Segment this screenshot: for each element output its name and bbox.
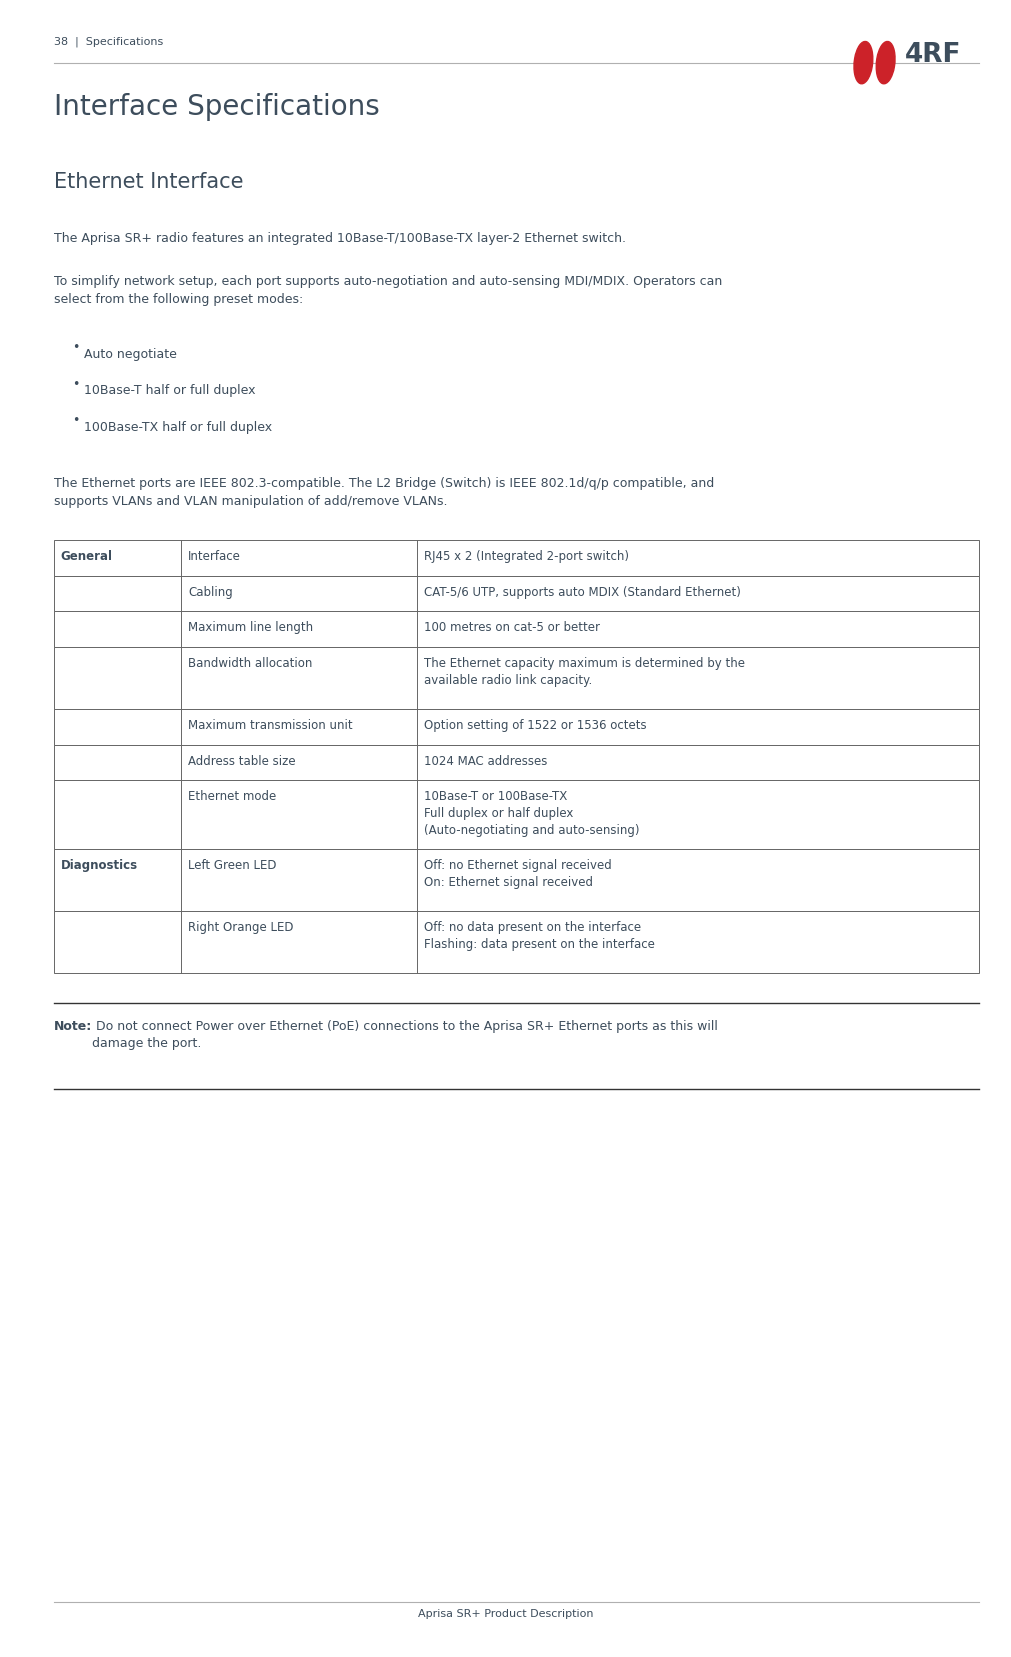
Text: Left Green LED: Left Green LED [188, 860, 277, 872]
Text: The Ethernet ports are IEEE 802.3-compatible. The L2 Bridge (Switch) is IEEE 802: The Ethernet ports are IEEE 802.3-compat… [54, 477, 714, 509]
Text: •: • [72, 341, 79, 355]
Text: 100 metres on cat-5 or better: 100 metres on cat-5 or better [425, 621, 601, 635]
Text: CAT-5/6 UTP, supports auto MDIX (Standard Ethernet): CAT-5/6 UTP, supports auto MDIX (Standar… [425, 587, 741, 598]
Text: Option setting of 1522 or 1536 octets: Option setting of 1522 or 1536 octets [425, 719, 647, 732]
FancyBboxPatch shape [54, 780, 979, 850]
Text: Off: no data present on the interface
Flashing: data present on the interface: Off: no data present on the interface Fl… [425, 921, 655, 951]
Ellipse shape [854, 41, 872, 85]
Text: •: • [72, 414, 79, 428]
Text: Interface: Interface [188, 550, 242, 563]
Text: 38  |  Specifications: 38 | Specifications [54, 36, 163, 46]
Text: Ethernet mode: Ethernet mode [188, 790, 277, 804]
Text: 1024 MAC addresses: 1024 MAC addresses [425, 756, 548, 767]
FancyBboxPatch shape [54, 911, 979, 974]
Text: Address table size: Address table size [188, 756, 296, 767]
Text: Note:: Note: [54, 1019, 92, 1032]
Text: Diagnostics: Diagnostics [61, 860, 137, 872]
Ellipse shape [877, 41, 895, 85]
Text: The Aprisa SR+ radio features an integrated 10Base-T/100Base-TX layer-2 Ethernet: The Aprisa SR+ radio features an integra… [54, 232, 626, 245]
Text: Auto negotiate: Auto negotiate [84, 348, 177, 361]
FancyBboxPatch shape [54, 709, 979, 746]
FancyBboxPatch shape [54, 648, 979, 709]
Text: 4RF: 4RF [905, 41, 961, 68]
Text: General: General [61, 550, 112, 563]
Text: Off: no Ethernet signal received
On: Ethernet signal received: Off: no Ethernet signal received On: Eth… [425, 860, 612, 890]
FancyBboxPatch shape [54, 577, 979, 611]
Text: Cabling: Cabling [188, 587, 234, 598]
Text: Maximum line length: Maximum line length [188, 621, 313, 635]
FancyBboxPatch shape [54, 540, 979, 577]
FancyBboxPatch shape [54, 611, 979, 648]
FancyBboxPatch shape [54, 746, 979, 780]
Text: Ethernet Interface: Ethernet Interface [54, 172, 243, 192]
Text: 100Base-TX half or full duplex: 100Base-TX half or full duplex [84, 421, 272, 434]
Text: Aprisa SR+ Product Description: Aprisa SR+ Product Description [418, 1609, 593, 1619]
Text: The Ethernet capacity maximum is determined by the
available radio link capacity: The Ethernet capacity maximum is determi… [425, 658, 745, 688]
Text: 10Base-T half or full duplex: 10Base-T half or full duplex [84, 384, 256, 398]
Text: Bandwidth allocation: Bandwidth allocation [188, 658, 312, 669]
Text: Interface Specifications: Interface Specifications [54, 93, 379, 121]
FancyBboxPatch shape [54, 850, 979, 911]
Text: Do not connect Power over Ethernet (PoE) connections to the Aprisa SR+ Ethernet : Do not connect Power over Ethernet (PoE)… [92, 1019, 718, 1051]
Text: Maximum transmission unit: Maximum transmission unit [188, 719, 353, 732]
Text: To simplify network setup, each port supports auto-negotiation and auto-sensing : To simplify network setup, each port sup… [54, 275, 722, 307]
Text: •: • [72, 378, 79, 391]
Text: RJ45 x 2 (Integrated 2-port switch): RJ45 x 2 (Integrated 2-port switch) [425, 550, 629, 563]
Text: 10Base-T or 100Base-TX
Full duplex or half duplex
(Auto-negotiating and auto-sen: 10Base-T or 100Base-TX Full duplex or ha… [425, 790, 640, 837]
Text: Right Orange LED: Right Orange LED [188, 921, 294, 935]
